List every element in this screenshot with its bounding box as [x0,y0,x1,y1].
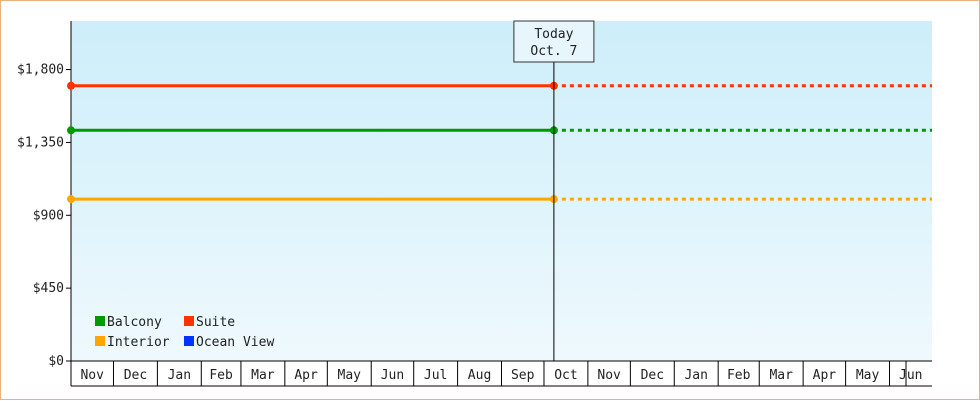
month-label: Feb [727,368,751,383]
month-label: Jun [899,368,922,383]
month-label: Nov [80,368,104,383]
today-date-label: Oct. 7 [530,44,577,59]
month-label: May [856,368,880,383]
interior-start-point [67,195,75,204]
y-tick-label: $1,800 [17,63,64,78]
legend-swatch-suite [184,316,194,326]
y-tick-label: $1,350 [17,135,64,150]
month-label: Jun [381,368,404,383]
month-label: Feb [209,368,233,383]
month-label: Apr [294,368,318,383]
legend-swatch-ocean-view [184,336,194,346]
month-label: Mar [769,368,793,383]
month-label: May [338,368,362,383]
y-tick-label: $900 [33,208,64,223]
today-label: Today [534,27,573,42]
legend-label-interior: Interior [107,335,170,350]
month-label: Dec [641,368,664,383]
legend-swatch-interior [95,336,105,346]
month-label: Aug [468,368,491,383]
month-label: Jan [684,368,707,383]
plot-background [71,21,932,361]
y-tick-label: $0 [48,354,64,369]
today-callout-box [513,20,595,63]
month-label: Jul [424,368,447,383]
month-label: Nov [597,368,621,383]
month-label: Oct [554,368,577,383]
balcony-start-point [67,126,75,135]
month-label: Sep [511,368,535,383]
y-tick-label: $450 [33,281,64,296]
month-label: Dec [124,368,147,383]
legend-label-suite: Suite [196,315,235,330]
legend-label-balcony: Balcony [107,315,162,330]
month-label: Jan [168,368,191,383]
legend-swatch-balcony [95,316,105,326]
month-label: Mar [251,368,275,383]
month-label: Apr [813,368,837,383]
suite-start-point [67,81,75,90]
legend-label-ocean-view: Ocean View [196,335,274,350]
